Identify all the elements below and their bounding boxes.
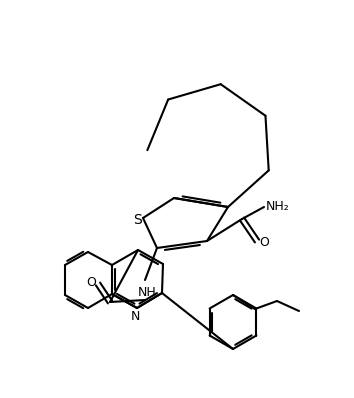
Text: NH: NH [138,285,156,298]
Text: N: N [130,310,140,322]
Text: S: S [133,213,142,227]
Text: O: O [259,236,269,248]
Text: O: O [86,277,96,289]
Text: NH₂: NH₂ [266,199,290,213]
